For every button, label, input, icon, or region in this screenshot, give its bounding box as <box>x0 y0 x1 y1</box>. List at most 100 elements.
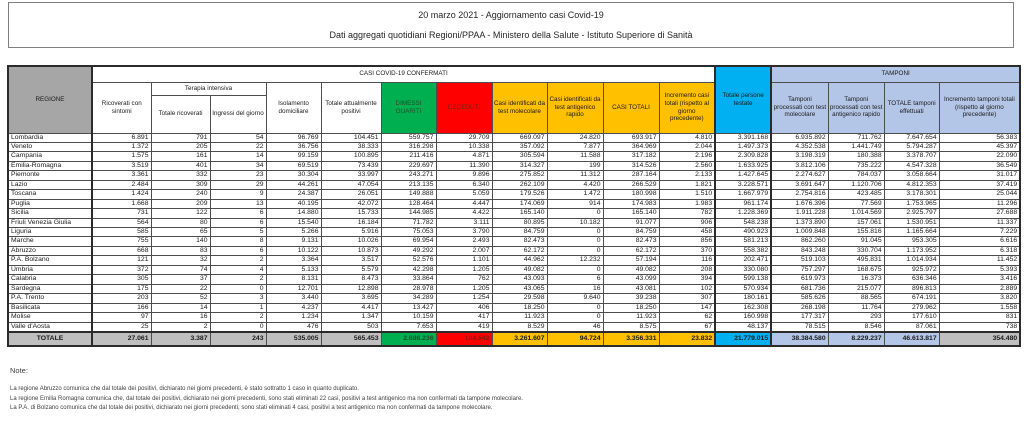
cell-tamponi_tot: 3.378.707 <box>883 151 940 162</box>
cell-antigenico: 10.182 <box>546 217 604 229</box>
cell-persone_testate: 1.667.979 <box>714 189 773 200</box>
cell-incremento_tamponi: 7.229 <box>938 227 1021 238</box>
cell-persone_testate: 2.309.828 <box>714 151 773 162</box>
table-row: Campania 1.575 161 14 99.159 100.895 211.416 4.… <box>7 151 1021 162</box>
cell-persone_testate: 599.138 <box>714 274 773 285</box>
cell-tamponi_mol: 862.260 <box>770 236 829 247</box>
region-name: Lombardia <box>7 132 93 143</box>
cell-incremento_casi: 116 <box>658 255 716 266</box>
cell-positivi: 100.895 <box>320 151 382 162</box>
cell-deceduti: 3.790 <box>435 227 493 238</box>
cell-tamponi_mol: 3.198.319 <box>770 151 829 162</box>
cell-dimessi: 2.686.236 <box>380 331 437 347</box>
table-row: Calabria 305 37 2 8.131 8.473 33.864 762 43.093 6… <box>7 274 1021 285</box>
cell-tamponi_mol: 2.754.816 <box>770 189 829 200</box>
cell-ti_ingressi: 9 <box>209 189 267 200</box>
cell-antigenico: 0 <box>546 245 604 257</box>
cell-molecolare: 305.594 <box>491 151 548 162</box>
col-header-persone-testate: Totale persone testate <box>714 65 773 134</box>
cell-persone_testate: 490.923 <box>714 227 773 238</box>
cell-isolamento: 3.364 <box>265 255 322 266</box>
table-row: Liguria 585 65 5 5.266 5.916 75.053 3.790 84.759… <box>7 227 1021 238</box>
group-header-terapia-intensiva: Terapia intensiva <box>150 81 267 96</box>
cell-persone_testate: 202.471 <box>714 255 773 266</box>
cell-tamponi_ant: 88.565 <box>827 293 885 304</box>
cell-isolamento: 8.131 <box>265 274 322 285</box>
cell-tamponi_ant: 11.764 <box>827 302 885 314</box>
cell-casi_totali: 180.998 <box>602 189 660 200</box>
cell-incremento_tamponi: 56.383 <box>938 132 1021 143</box>
cell-ricoverati: 755 <box>91 236 152 247</box>
cell-tamponi_tot: 925.972 <box>883 264 940 276</box>
cell-ricoverati: 25 <box>91 321 152 333</box>
cell-casi_totali: 3.356.331 <box>602 331 660 347</box>
cell-molecolare: 3.261.607 <box>491 331 548 347</box>
cell-ricoverati: 3.361 <box>91 170 152 181</box>
cell-positivi: 3.517 <box>320 255 382 266</box>
cell-casi_totali: 364.969 <box>602 141 660 153</box>
cell-ti_totale: 240 <box>150 189 211 200</box>
cell-deceduti: 1.205 <box>435 283 493 295</box>
cell-deceduti: 4.447 <box>435 198 493 210</box>
col-header-incremento-tamponi: Incremento tamponi totali (rispetto al g… <box>938 81 1021 134</box>
cell-ti_ingressi: 6 <box>209 245 267 257</box>
cell-molecolare: 29.598 <box>491 293 548 304</box>
cell-tamponi_mol: 843.248 <box>770 245 829 257</box>
table-row: Sardegna 175 22 0 12.701 12.898 28.978 1.205 43.… <box>7 283 1021 295</box>
cell-casi_totali: 62.172 <box>602 245 660 257</box>
region-name: Friuli Venezia Giulia <box>7 217 93 229</box>
col-header-ti-totale: Totale ricoverati <box>150 94 211 134</box>
cell-tamponi_tot: 7.647.654 <box>883 132 940 143</box>
cell-ti_ingressi: 0 <box>209 321 267 333</box>
col-header-incremento-casi: Incremento casi totali (rispetto al gior… <box>658 81 716 134</box>
cell-dimessi: 71.782 <box>380 217 437 229</box>
cell-positivi: 503 <box>320 321 382 333</box>
cell-ricoverati: 6.891 <box>91 132 152 143</box>
cell-persone_testate: 160.998 <box>714 312 773 323</box>
cell-persone_testate: 48.137 <box>714 321 773 333</box>
region-name: Marche <box>7 236 93 247</box>
cell-tamponi_tot: 46.613.817 <box>883 331 940 347</box>
cell-tamponi_mol: 268.198 <box>770 302 829 314</box>
cell-incremento_casi: 2.044 <box>658 141 716 153</box>
cell-incremento_tamponi: 27.688 <box>938 208 1021 219</box>
cell-dimessi: 75.053 <box>380 227 437 238</box>
cell-dimessi: 211.416 <box>380 151 437 162</box>
cell-tamponi_mol: 1.373.890 <box>770 217 829 229</box>
cell-positivi: 4.417 <box>320 302 382 314</box>
cell-dimessi: 33.864 <box>380 274 437 285</box>
cell-ricoverati: 2.484 <box>91 179 152 191</box>
cell-antigenico: 914 <box>546 198 604 210</box>
cell-molecolare: 669.097 <box>491 132 548 143</box>
cell-positivi: 42.072 <box>320 198 382 210</box>
cell-ti_ingressi: 13 <box>209 198 267 210</box>
cell-persone_testate: 21.779.015 <box>714 331 773 347</box>
note-item: La regione Abruzzo comunica che dal tota… <box>10 386 359 392</box>
cell-positivi: 10.873 <box>320 245 382 257</box>
cell-positivi: 73.439 <box>320 160 382 172</box>
col-header-tamponi-totale: TOTALE tamponi effettuati <box>883 81 940 134</box>
cell-incremento_tamponi: 11.452 <box>938 255 1021 266</box>
cell-casi_totali: 693.917 <box>602 132 660 143</box>
cell-antigenico: 6 <box>546 274 604 285</box>
cell-tamponi_mol: 3.691.647 <box>770 179 829 191</box>
cell-ricoverati: 1.424 <box>91 189 152 200</box>
cell-incremento_casi: 2.196 <box>658 151 716 162</box>
region-name: P.A. Trento <box>7 293 93 304</box>
cell-incremento_casi: 1.983 <box>658 198 716 210</box>
cell-incremento_casi: 370 <box>658 245 716 257</box>
cell-ti_totale: 3.387 <box>150 331 211 347</box>
cell-casi_totali: 39.238 <box>602 293 660 304</box>
region-name: Sardegna <box>7 283 93 295</box>
cell-deceduti: 1.254 <box>435 293 493 304</box>
cell-ti_ingressi: 2 <box>209 274 267 285</box>
cell-dimessi: 69.954 <box>380 236 437 247</box>
cell-ricoverati: 203 <box>91 293 152 304</box>
cell-antigenico: 16 <box>546 283 604 295</box>
cell-antigenico: 7.877 <box>546 141 604 153</box>
cell-deceduti: 1.101 <box>435 255 493 266</box>
cell-tamponi_ant: 180.388 <box>827 151 885 162</box>
cell-tamponi_ant: 330.704 <box>827 245 885 257</box>
region-name: Calabria <box>7 274 93 285</box>
region-name: Molise <box>7 312 93 323</box>
